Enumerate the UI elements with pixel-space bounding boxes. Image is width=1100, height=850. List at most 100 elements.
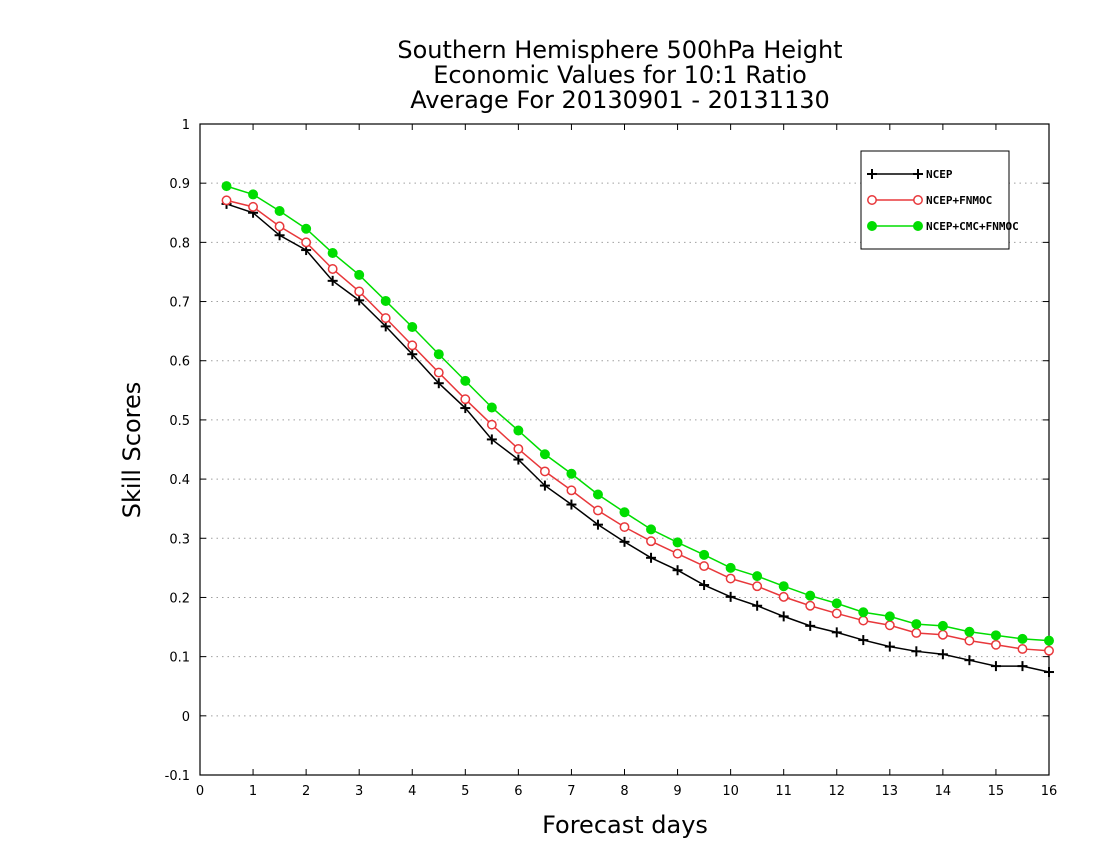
series-line-1 <box>226 203 1050 673</box>
x-tick-label: 2 <box>302 784 310 799</box>
data-point <box>619 522 630 532</box>
series-group <box>221 181 1054 678</box>
legend-item: NCEP+FNMOC <box>867 194 992 207</box>
x-tick-label: 0 <box>196 784 204 799</box>
x-tick-label: 5 <box>461 784 469 799</box>
data-point <box>858 607 869 618</box>
data-point <box>354 295 365 306</box>
series-line-3 <box>226 185 1050 642</box>
data-point <box>248 201 259 212</box>
legend: NCEP NCEP+FNMOC NCEP+CMC+FNMOC <box>860 150 1019 250</box>
data-point <box>566 468 577 479</box>
legend-marker <box>913 195 923 205</box>
legend-label: NCEP+CMC+FNMOC <box>926 220 1019 233</box>
data-point <box>593 505 603 516</box>
legend-marker <box>867 169 877 179</box>
data-point <box>274 205 285 216</box>
data-point <box>672 537 683 548</box>
data-point <box>433 367 444 378</box>
legend-marker <box>913 169 923 179</box>
data-point <box>513 454 524 465</box>
x-tick-label: 16 <box>1041 784 1058 799</box>
data-point <box>858 615 869 626</box>
data-point <box>911 619 922 630</box>
series-2 <box>221 195 1054 656</box>
data-point <box>327 248 338 259</box>
data-point <box>354 269 365 280</box>
x-tick-label: 1 <box>249 784 257 799</box>
y-tick-label: 0 <box>182 710 190 725</box>
data-point <box>1044 667 1054 678</box>
y-tick-label: 0.1 <box>169 651 190 666</box>
data-point <box>539 449 550 460</box>
x-tick-label: 9 <box>673 784 681 799</box>
x-tick-label: 10 <box>722 784 739 799</box>
y-tick-label: 0.8 <box>169 236 190 251</box>
x-axis: 0 1 2 3 4 5 6 7 8 9 10 11 12 13 14 15 16 <box>196 124 1057 799</box>
y-tick-label: 0.4 <box>169 473 190 488</box>
data-point <box>699 561 710 572</box>
data-point <box>301 237 312 248</box>
data-point <box>380 295 391 306</box>
data-point <box>937 629 948 640</box>
y-axis: -0.1 0 0.1 0.2 0.3 0.4 0.5 0.6 0.7 0.8 0.9 1 <box>165 118 1049 784</box>
series-3 <box>221 181 1054 646</box>
data-point <box>937 620 948 631</box>
data-point <box>805 600 816 611</box>
data-point <box>884 611 895 622</box>
data-point <box>274 230 285 241</box>
legend-label: NCEP+FNMOC <box>926 194 992 207</box>
data-point <box>752 571 763 582</box>
data-point <box>646 552 657 563</box>
data-point <box>301 223 312 234</box>
data-point <box>778 581 789 592</box>
data-point <box>752 600 763 611</box>
data-point <box>433 378 444 389</box>
data-point <box>1044 645 1054 656</box>
chart-title-line-1: Southern Hemisphere 500hPa Height <box>397 36 842 64</box>
chart-title-line-3: Average For 20130901 - 20131130 <box>410 86 830 114</box>
x-tick-label: 15 <box>988 784 1005 799</box>
data-point <box>778 591 789 602</box>
data-point <box>1044 635 1054 646</box>
legend-item: NCEP+CMC+FNMOC <box>867 220 1019 233</box>
data-point <box>1017 633 1028 644</box>
data-point <box>433 349 444 360</box>
y-tick-label: 0.3 <box>169 532 190 547</box>
legend-item: NCEP <box>867 168 953 181</box>
data-point <box>460 394 471 405</box>
data-point <box>539 480 550 491</box>
data-point <box>725 573 736 584</box>
data-point <box>486 419 497 430</box>
x-tick-label: 14 <box>935 784 952 799</box>
data-point <box>1017 661 1028 672</box>
data-point <box>725 591 736 602</box>
y-tick-label: 1 <box>182 118 190 133</box>
data-point <box>354 286 365 297</box>
x-tick-label: 4 <box>408 784 416 799</box>
data-point <box>964 626 975 637</box>
data-point <box>805 620 816 631</box>
data-point <box>752 581 763 592</box>
data-point <box>805 590 816 601</box>
data-point <box>884 620 895 631</box>
legend-marker <box>913 221 923 231</box>
legend-marker <box>867 221 877 231</box>
data-point <box>460 403 471 414</box>
data-point <box>672 565 683 576</box>
data-point <box>566 499 577 510</box>
data-point <box>407 349 418 360</box>
data-point <box>407 321 418 332</box>
y-tick-label: 0.5 <box>169 414 190 429</box>
data-point <box>380 321 391 332</box>
data-point <box>486 402 497 413</box>
y-tick-label: 0.9 <box>169 177 190 192</box>
x-tick-label: 3 <box>355 784 363 799</box>
x-axis-title: Forecast days <box>542 811 708 839</box>
x-tick-label: 7 <box>567 784 575 799</box>
x-tick-label: 12 <box>828 784 845 799</box>
data-point <box>327 264 338 274</box>
data-point <box>380 313 391 324</box>
data-point <box>327 275 338 286</box>
data-point <box>646 524 657 535</box>
